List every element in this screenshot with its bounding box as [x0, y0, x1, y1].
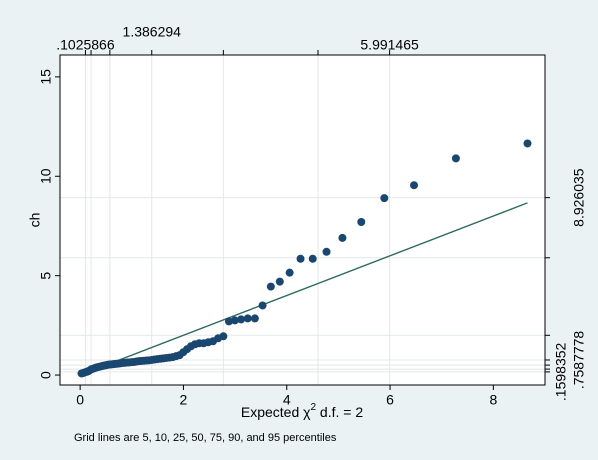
point	[230, 316, 239, 325]
x-tick-label: 4	[283, 392, 291, 408]
x-label-sup: 2	[310, 402, 316, 413]
y-tick-label: 10	[38, 168, 54, 184]
plot-frame	[59, 54, 546, 386]
point	[250, 314, 259, 323]
point	[380, 194, 389, 203]
y-tick-label: 15	[38, 69, 54, 85]
top-tick-label: .1025866	[56, 37, 115, 53]
x-tick-label: 6	[386, 392, 394, 408]
x-label-main: Expected χ	[241, 404, 311, 420]
right-tick-label: .7587778	[571, 331, 587, 390]
point	[296, 254, 305, 263]
y-tick-label: 0	[38, 371, 54, 379]
point	[224, 317, 233, 326]
point	[219, 332, 228, 341]
point	[451, 154, 460, 163]
point	[258, 301, 267, 310]
plot-area	[60, 55, 545, 385]
right-tick-label: .1598352	[553, 342, 569, 401]
y-axis-label: ch	[27, 213, 43, 228]
top-tick-label: 1.386294	[123, 24, 182, 40]
note: Grid lines are 5, 10, 25, 50, 75, 90, an…	[74, 432, 337, 444]
x-tick-label: 2	[180, 392, 188, 408]
point	[357, 217, 366, 226]
point	[308, 254, 317, 263]
x-tick-label: 8	[489, 392, 497, 408]
x-axis-label: Expected χ2 d.f. = 2	[241, 402, 363, 420]
point	[243, 314, 252, 323]
top-tick-label: 5.991465	[360, 37, 419, 53]
point	[523, 139, 532, 148]
reference-line	[81, 202, 528, 376]
point	[237, 315, 246, 324]
right-tick-label: 8.926035	[571, 168, 587, 227]
point	[285, 268, 294, 277]
point	[275, 277, 284, 286]
x-tick-label: 0	[76, 392, 84, 408]
point	[338, 233, 347, 242]
point	[410, 181, 419, 190]
point	[322, 247, 331, 256]
x-label-rest: d.f. = 2	[316, 404, 363, 420]
y-tick-label: 5	[38, 272, 54, 280]
point	[266, 282, 275, 291]
